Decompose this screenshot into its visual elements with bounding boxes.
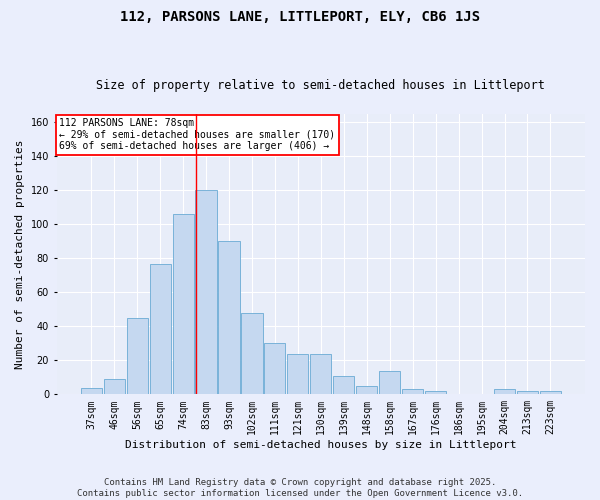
Bar (310, 354, 331, 395)
Text: 112 PARSONS LANE: 78sqm
← 29% of semi-detached houses are smaller (170)
69% of s: 112 PARSONS LANE: 78sqm ← 29% of semi-de… (59, 118, 335, 152)
Bar (218, 242, 239, 394)
Bar (81, 388, 102, 394)
Bar (540, 391, 561, 394)
Bar (379, 370, 400, 394)
Y-axis label: Number of semi-detached properties: Number of semi-detached properties (15, 140, 25, 369)
Bar (173, 214, 194, 394)
X-axis label: Distribution of semi-detached houses by size in Littleport: Distribution of semi-detached houses by … (125, 440, 517, 450)
Bar (149, 264, 171, 394)
Bar (287, 354, 308, 395)
Text: 112, PARSONS LANE, LITTLEPORT, ELY, CB6 1JS: 112, PARSONS LANE, LITTLEPORT, ELY, CB6 … (120, 10, 480, 24)
Title: Size of property relative to semi-detached houses in Littleport: Size of property relative to semi-detach… (97, 79, 545, 92)
Bar (402, 389, 423, 394)
Bar (104, 379, 125, 394)
Bar (494, 389, 515, 394)
Bar (127, 318, 148, 394)
Bar (425, 391, 446, 394)
Bar (241, 313, 263, 394)
Text: Contains HM Land Registry data © Crown copyright and database right 2025.
Contai: Contains HM Land Registry data © Crown c… (77, 478, 523, 498)
Bar (333, 376, 355, 394)
Bar (196, 190, 217, 394)
Bar (517, 391, 538, 394)
Bar (356, 386, 377, 394)
Bar (265, 344, 286, 394)
